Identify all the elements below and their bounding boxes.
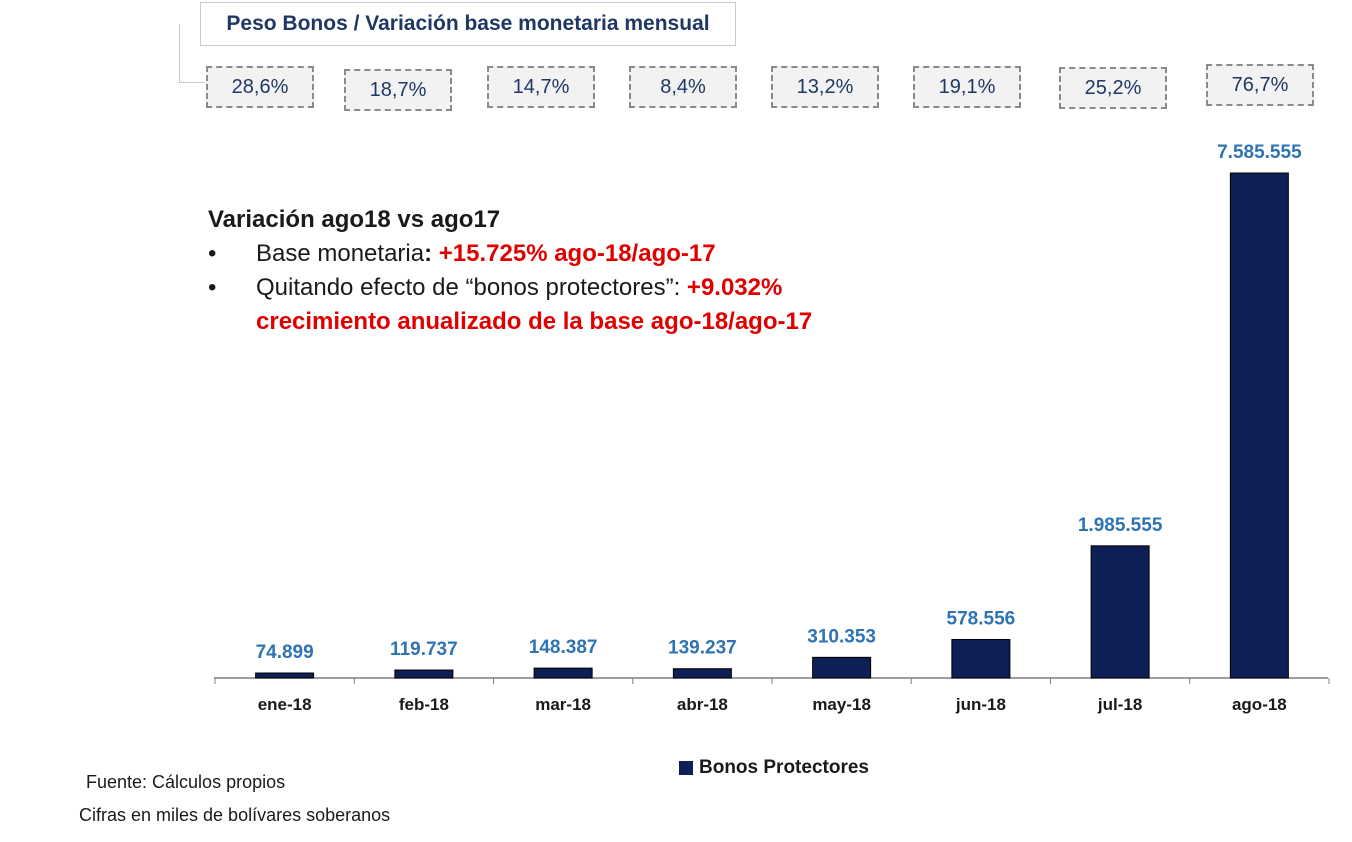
x-tick-label-abr-18: abr-18 [677, 695, 728, 714]
x-tick-label-may-18: may-18 [812, 695, 871, 714]
legend-swatch [679, 761, 693, 775]
bullet2-label: Quitando efecto de “bonos protectores”: [256, 274, 687, 301]
chart-subtitle: Peso Bonos / Variación base monetaria me… [226, 12, 710, 35]
data-label-ene-18: 74.899 [256, 642, 314, 663]
bullet-text: Quitando efecto de “bonos protectores”: … [256, 271, 928, 339]
x-tick-label-ene-18: ene-18 [258, 695, 312, 714]
pct-value: 76,7% [1231, 73, 1289, 96]
pct-box-ago: 76,7% [1206, 64, 1314, 106]
data-label-abr-18: 139.237 [668, 638, 737, 659]
footer-source: Fuente: Cálculos propios [86, 772, 286, 792]
footer-units: Cifras en miles de bolívares soberanos [79, 805, 391, 825]
data-label-mar-18: 148.387 [529, 637, 598, 658]
bar-abr-18 [672, 668, 732, 679]
pct-value: 28,6% [231, 75, 289, 98]
bar-jun-18 [951, 638, 1011, 679]
bracket-line-horizontal [179, 82, 205, 83]
x-tick-label-mar-18: mar-18 [535, 695, 591, 714]
bullet-text: Base monetaria: +15.725% ago-18/ago-17 [256, 237, 928, 271]
x-tick-label-feb-18: feb-18 [399, 695, 449, 714]
pct-value: 14,7% [512, 75, 570, 98]
bullet1-colon: : [424, 240, 439, 267]
chart-subtitle-box: Peso Bonos / Variación base monetaria me… [200, 2, 736, 46]
annotation-heading: Variación ago18 vs ago17 [208, 206, 501, 233]
bullet2-value: +9.032% [686, 274, 783, 301]
data-label-jun-18: 578.556 [947, 608, 1016, 629]
bar-ene-18 [255, 672, 315, 679]
x-tick-label-ago-18: ago-18 [1232, 695, 1287, 714]
bullet-marker: • [208, 274, 217, 301]
bracket-line-vertical [179, 24, 180, 82]
data-label-feb-18: 119.737 [390, 639, 458, 660]
pct-box-jul: 25,2% [1059, 67, 1167, 109]
bar-jul-18 [1090, 545, 1150, 679]
bar-mar-18 [533, 667, 593, 679]
pct-box-mar: 14,7% [487, 66, 595, 108]
pct-value: 19,1% [938, 75, 996, 98]
legend-label: Bonos Protectores [699, 757, 869, 778]
bar-may-18 [812, 656, 872, 679]
annotation-bullet-1: • Base monetaria: +15.725% ago-18/ago-17 [208, 237, 928, 271]
data-label-ago-18: 7.585.555 [1217, 142, 1302, 163]
pct-box-ene: 28,6% [206, 66, 314, 108]
pct-box-feb: 18,7% [344, 69, 452, 111]
pct-value: 8,4% [660, 75, 706, 98]
pct-value: 25,2% [1084, 76, 1142, 99]
pct-box-may: 13,2% [771, 66, 879, 108]
bullet1-label: Base monetaria [256, 240, 425, 267]
bullet1-value: +15.725% ago-18/ago-17 [438, 240, 716, 267]
data-label-jul-18: 1.985.555 [1078, 515, 1163, 536]
legend: Bonos Protectores [679, 757, 869, 779]
bullet2-value-line2: crecimiento anualizado de la base ago-18… [256, 308, 813, 335]
pct-box-jun: 19,1% [913, 66, 1021, 108]
data-label-may-18: 310.353 [807, 626, 876, 647]
annotation-bullet-2: • Quitando efecto de “bonos protectores”… [208, 271, 928, 339]
x-tick-label-jul-18: jul-18 [1097, 695, 1142, 714]
bar-ago-18 [1229, 172, 1289, 679]
annotation-block: Variación ago18 vs ago17 • Base monetari… [208, 203, 928, 339]
bullet-marker: • [208, 240, 217, 267]
bar-feb-18 [394, 669, 454, 679]
pct-value: 18,7% [369, 78, 427, 101]
pct-box-abr: 8,4% [629, 66, 737, 108]
pct-value: 13,2% [796, 75, 854, 98]
x-tick-label-jun-18: jun-18 [955, 695, 1006, 714]
